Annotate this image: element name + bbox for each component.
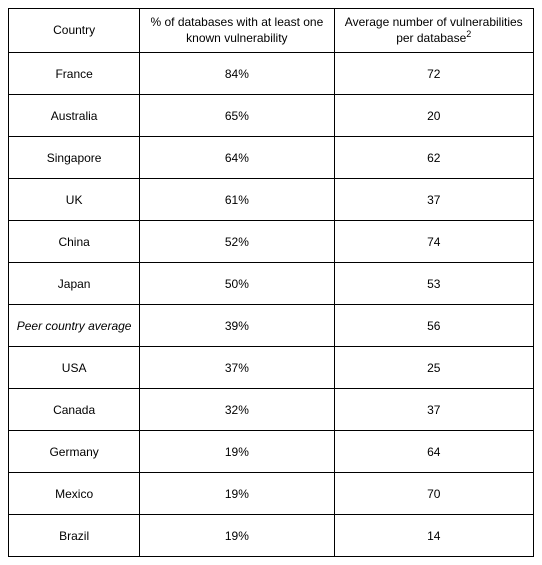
cell-country: Japan — [9, 263, 140, 305]
cell-avg: 64 — [334, 431, 534, 473]
cell-pct: 65% — [140, 95, 334, 137]
cell-avg: 20 — [334, 95, 534, 137]
col-header-avg: Average number of vulnerabilities per da… — [334, 9, 534, 53]
cell-country: Germany — [9, 431, 140, 473]
table-row: France84%72 — [9, 53, 534, 95]
cell-country: Brazil — [9, 515, 140, 557]
cell-avg: 70 — [334, 473, 534, 515]
col-header-pct: % of databases with at least one known v… — [140, 9, 334, 53]
table-row: USA37%25 — [9, 347, 534, 389]
col-header-country: Country — [9, 9, 140, 53]
cell-pct: 37% — [140, 347, 334, 389]
cell-country: Singapore — [9, 137, 140, 179]
cell-pct: 64% — [140, 137, 334, 179]
cell-pct: 52% — [140, 221, 334, 263]
cell-avg: 37 — [334, 179, 534, 221]
cell-pct: 19% — [140, 515, 334, 557]
table-row: Canada32%37 — [9, 389, 534, 431]
cell-avg: 37 — [334, 389, 534, 431]
cell-country: Mexico — [9, 473, 140, 515]
table-row: Peer country average39%56 — [9, 305, 534, 347]
table-body: France84%72Australia65%20Singapore64%62U… — [9, 53, 534, 557]
col-header-avg-text: Average number of vulnerabilities per da… — [345, 15, 523, 45]
cell-country: UK — [9, 179, 140, 221]
cell-pct: 61% — [140, 179, 334, 221]
cell-country: China — [9, 221, 140, 263]
cell-avg: 56 — [334, 305, 534, 347]
cell-pct: 50% — [140, 263, 334, 305]
table-row: China52%74 — [9, 221, 534, 263]
cell-country: USA — [9, 347, 140, 389]
cell-pct: 19% — [140, 431, 334, 473]
table-header-row: Country % of databases with at least one… — [9, 9, 534, 53]
cell-country: Australia — [9, 95, 140, 137]
cell-pct: 84% — [140, 53, 334, 95]
cell-pct: 32% — [140, 389, 334, 431]
cell-avg: 72 — [334, 53, 534, 95]
cell-avg: 25 — [334, 347, 534, 389]
cell-country: Peer country average — [9, 305, 140, 347]
cell-avg: 14 — [334, 515, 534, 557]
cell-pct: 19% — [140, 473, 334, 515]
cell-avg: 62 — [334, 137, 534, 179]
cell-country: France — [9, 53, 140, 95]
cell-avg: 74 — [334, 221, 534, 263]
table-row: Japan50%53 — [9, 263, 534, 305]
table-row: Mexico19%70 — [9, 473, 534, 515]
vulnerability-table: Country % of databases with at least one… — [8, 8, 534, 557]
table-row: Singapore64%62 — [9, 137, 534, 179]
table-row: Germany19%64 — [9, 431, 534, 473]
table-row: Brazil19%14 — [9, 515, 534, 557]
cell-avg: 53 — [334, 263, 534, 305]
cell-country: Canada — [9, 389, 140, 431]
col-header-avg-sup: 2 — [466, 29, 471, 39]
table-row: UK61%37 — [9, 179, 534, 221]
table-row: Australia65%20 — [9, 95, 534, 137]
cell-pct: 39% — [140, 305, 334, 347]
